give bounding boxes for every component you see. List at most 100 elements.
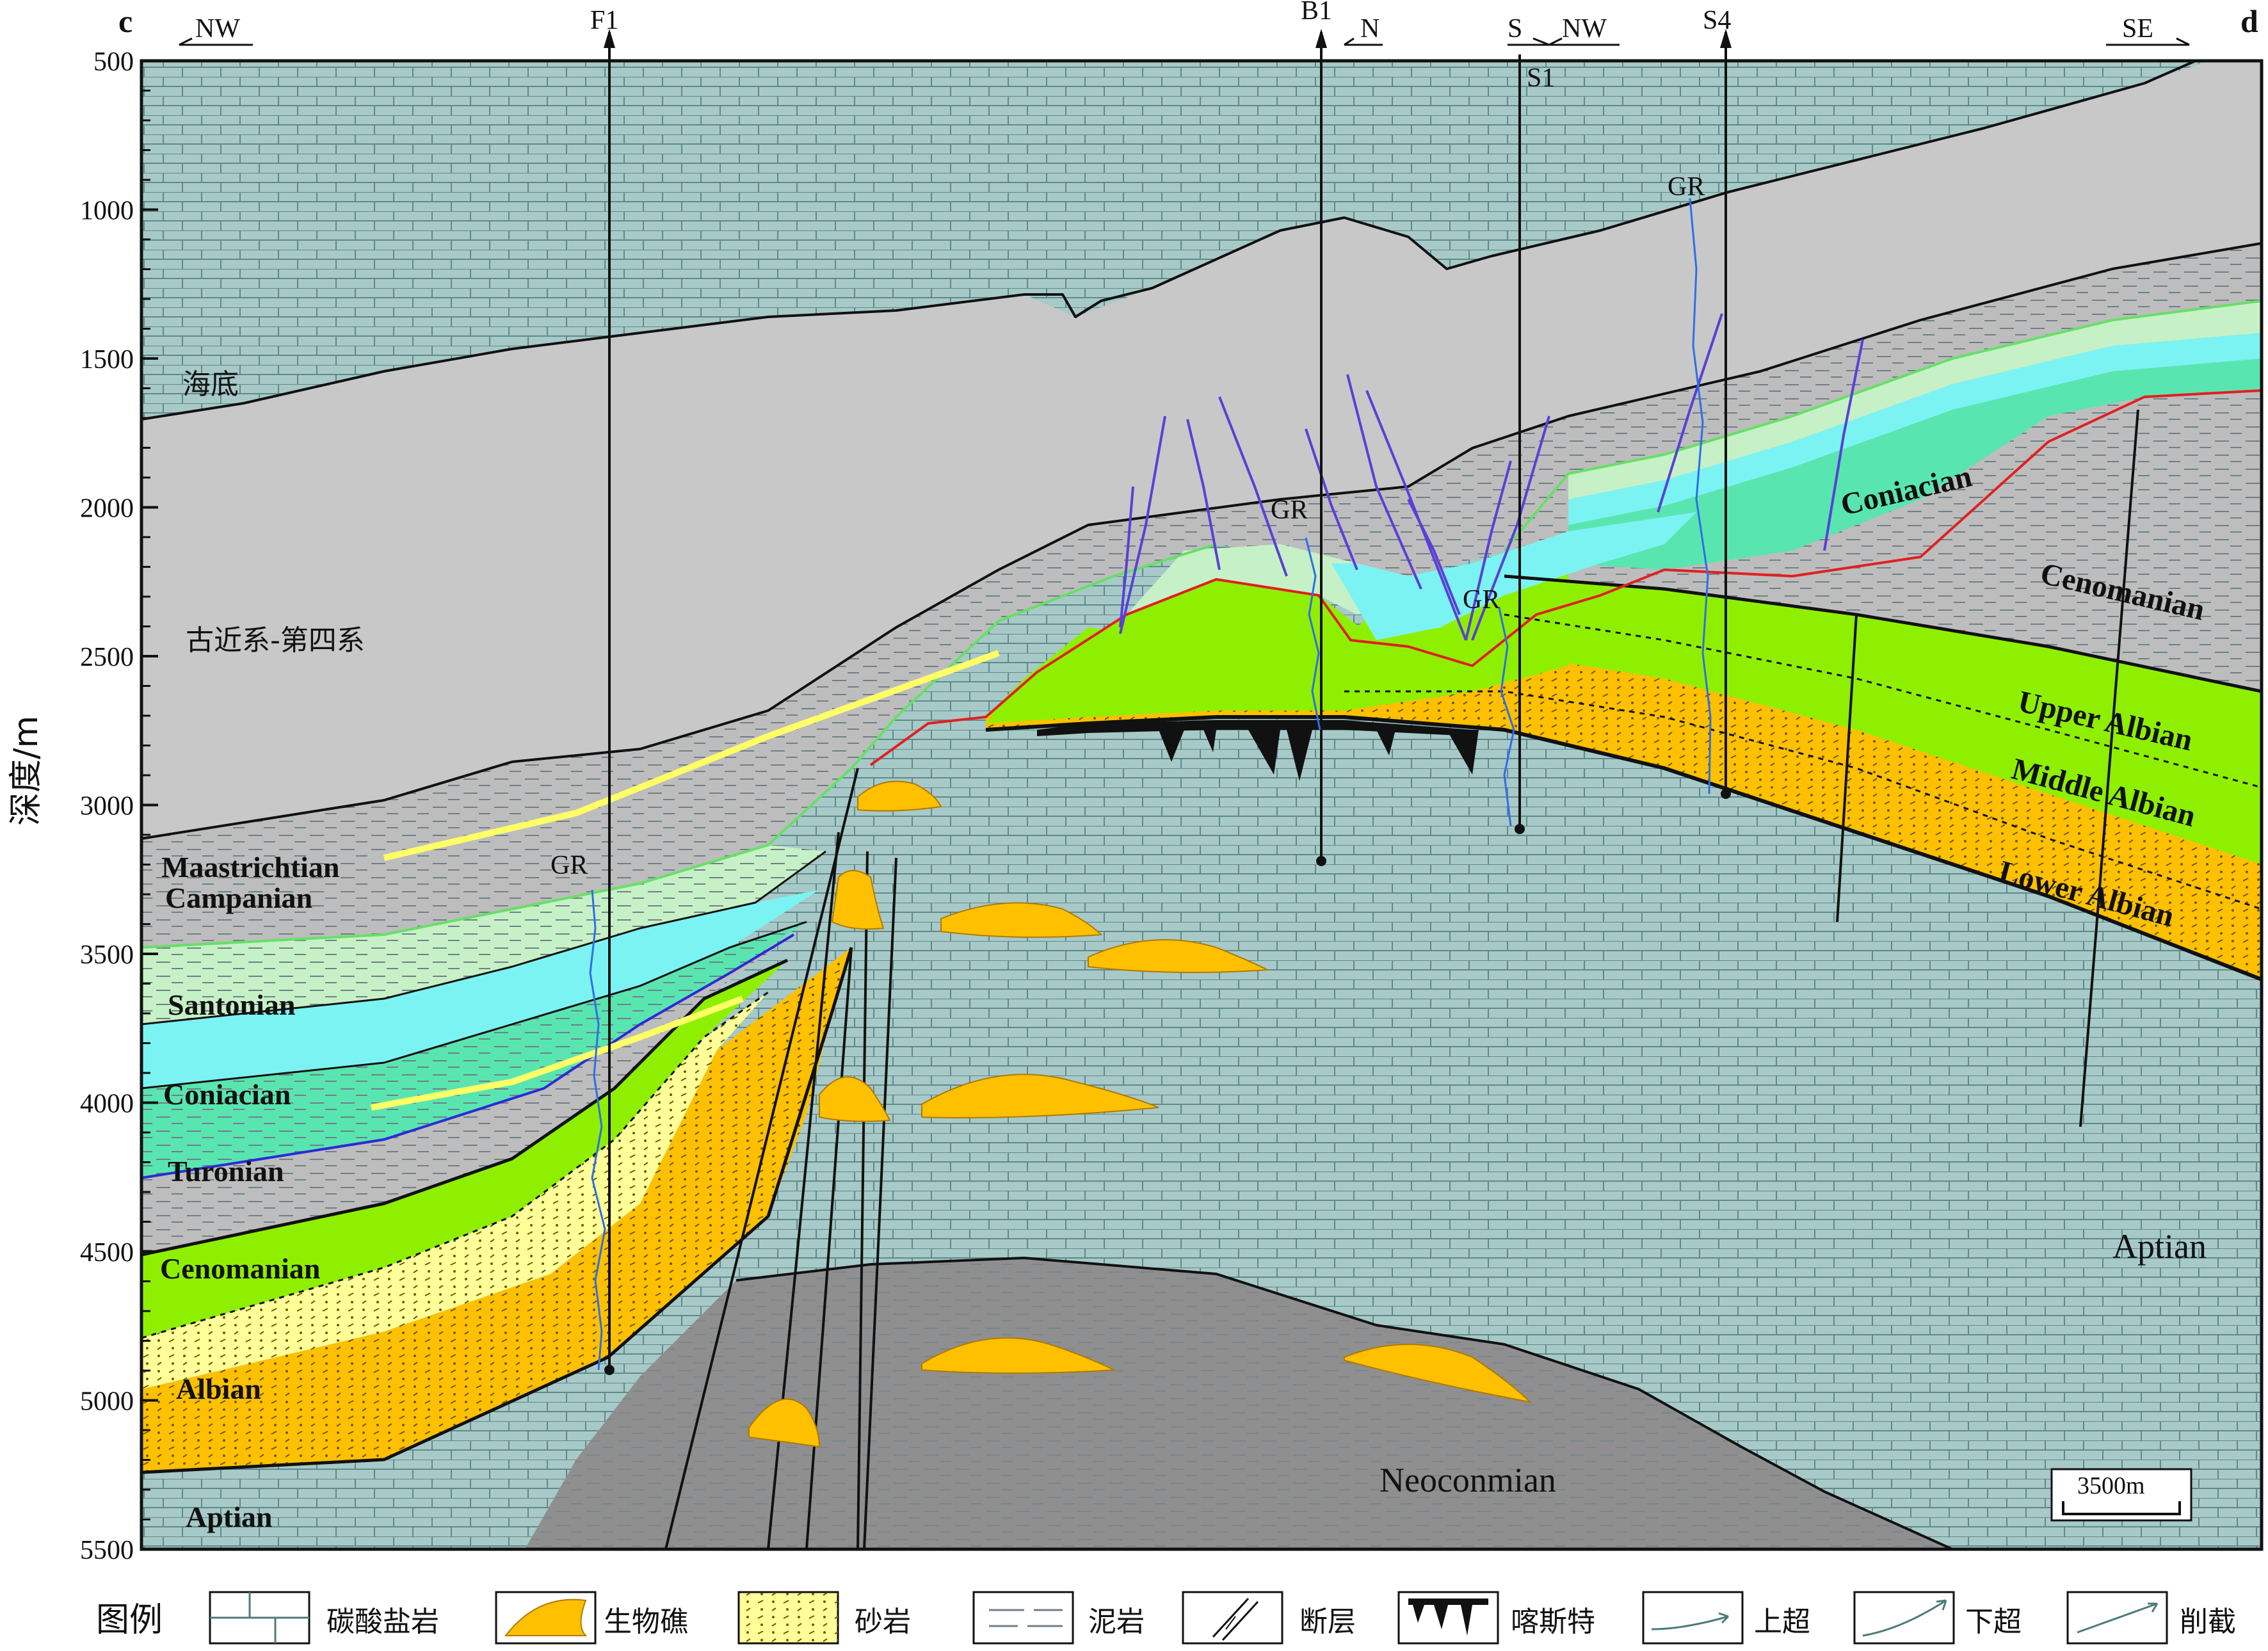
well-f1-label: F1 [590,6,618,35]
legend-karst-label: 喀斯特 [1511,1606,1595,1638]
legend-fault-swatch [1182,1591,1283,1645]
gr-log-b1 [1305,537,1321,730]
purple-fault-2 [1186,419,1221,570]
legend-carbonate-label: 碳酸盐岩 [326,1606,439,1638]
coniacian-teal-right [1568,358,2262,570]
purple-fault-6 [1365,390,1467,641]
legend-mud-swatch [972,1591,1074,1645]
direction-s: S [1508,14,1522,44]
karst-features [1037,720,1479,781]
depth-tick-label: 2000 [80,494,134,524]
fault-right-2 [2079,409,2139,1127]
direction-markers [179,37,2190,46]
reef-1 [857,780,942,812]
purple-fault-9 [1407,499,1461,615]
albian-dotted-left [141,991,769,1339]
legend-downlap-label: 下超 [1965,1606,2022,1638]
purple-fault-11 [1657,313,1723,513]
cenozoic-label: 古近系-第四系 [186,624,365,657]
well-s1-label: S1 [1527,63,1555,93]
reef-8 [1344,1344,1532,1403]
purple-fault-8 [1471,415,1550,641]
cenomanian-left-label: Cenomanian [160,1252,320,1285]
direction-nw-left: NW [195,14,240,44]
depth-axis-title: 深度/m [7,716,45,826]
well-s4-label: S4 [1703,6,1731,35]
reefs [748,780,1532,1448]
reef-3 [1088,939,1270,973]
fault-right-1 [1836,614,1858,922]
albian-label: Albian [176,1373,261,1405]
purple-fault-12 [1823,339,1864,551]
cenozoic-base [141,242,2262,840]
fault-4 [863,857,897,1550]
light-green-band-right [1568,301,2262,499]
gr-log-f1 [589,889,606,1371]
campanian-label: Campanian [165,882,312,914]
neocomian-top [736,1257,1953,1550]
direction-nw-mid: NW [1562,14,1607,44]
coniacian-left-label: Coniacian [163,1078,291,1111]
reef-9 [748,1398,821,1448]
depth-tick-label: 1500 [80,345,134,374]
reef-2 [940,902,1103,938]
direction-n: N [1360,14,1379,44]
purple-fault-3 [1218,396,1288,577]
legend: 图例 碳酸盐岩 生物礁 砂岩 泥岩 断层 喀斯特 上超 [96,1591,2236,1645]
gr-label-f1: GR [551,851,588,880]
santonian-label: Santonian [168,988,295,1021]
wells [604,29,1732,1375]
horizons [141,60,2263,1550]
aptian-right-label: Aptian [2112,1227,2207,1266]
purple-fault-4 [1305,428,1358,570]
section-end-label: d [2240,3,2258,39]
depth-tick-label: 4000 [80,1090,134,1119]
legend-downlap-swatch [1853,1591,1955,1645]
purple-fault-10 [1119,486,1134,628]
neocomian-label: Neoconmian [1379,1461,1556,1499]
section-start-label: c [118,3,133,39]
depth-tick-label: 1000 [80,197,134,226]
turonian-label: Turonian [168,1155,284,1188]
direction-se: SE [2122,14,2153,44]
gr-log-s1 [1498,608,1515,826]
gr-label-b1: GR [1271,495,1308,525]
cyan-band-right [1568,333,2262,525]
depth-axis: 500 1000 1500 2000 2500 3000 3500 4000 4500 5000 5… [80,47,158,1565]
well-b1-label: B1 [1301,0,1332,26]
legend-onlap-label: 上超 [1754,1606,1810,1638]
albian-green-left [141,960,787,1338]
aptian-top-right [985,715,2263,981]
maastrichtian-label: Maastrichtian [161,851,340,883]
reef-4 [831,870,885,930]
legend-fault-label: 断层 [1299,1606,1356,1638]
purple-fault-5 [1346,374,1422,590]
gr-log-s4 [1689,198,1712,794]
reef-7 [921,1337,1116,1374]
depth-tick-label: 3000 [80,792,134,821]
albian-dotted-right-2 [1344,690,2262,910]
aptian-left-label: Aptian [186,1501,272,1533]
depth-tick-label: 500 [93,47,134,77]
scale-bar-box [2050,1468,2192,1522]
purple-fault-7 [1465,460,1512,641]
sand-stringer-1 [383,650,1000,861]
red-unconformity [869,389,2262,766]
gr-label-s4: GR [1668,172,1705,202]
basin-faults [664,409,2139,1550]
gr-label-s1: GR [1463,585,1500,615]
purple-fault-1 [1119,415,1166,634]
aptian-top-left [141,947,853,1474]
legend-title: 图例 [96,1601,163,1639]
cenomanian-base-left [141,958,789,1257]
depth-tick-label: 3500 [80,940,134,970]
turonian-top-left [141,921,807,1090]
seafloor-line [141,60,2262,421]
cenozoic-body [141,61,2262,839]
coniacian-top-left [141,850,826,1026]
legend-sand-label: 砂岩 [855,1606,911,1638]
legend-mud-label: 泥岩 [1088,1606,1145,1638]
crest-green-lens [986,563,1568,723]
labels: c d NW N S NW SE F1 B1 S1 S4 GR GR GR GR… [7,0,2258,1533]
